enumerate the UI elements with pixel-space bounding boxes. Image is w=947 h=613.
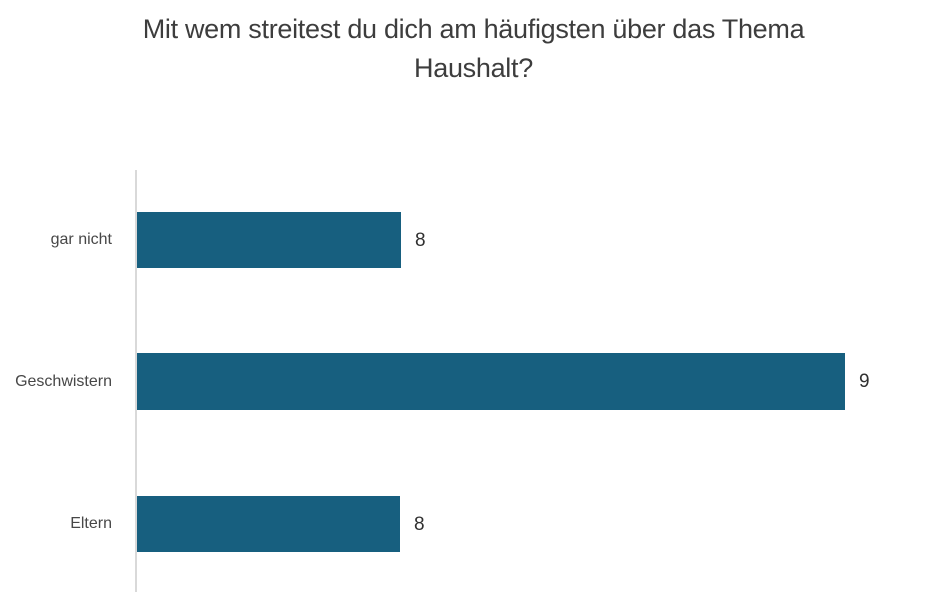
chart-title: Mit wem streitest du dich am häufigsten … bbox=[0, 10, 947, 88]
chart-title-line2: Haushalt? bbox=[414, 53, 533, 83]
value-label-gar-nicht: 8 bbox=[415, 229, 426, 251]
y-axis-line bbox=[135, 170, 137, 592]
category-label-gar-nicht: gar nicht bbox=[50, 231, 112, 248]
bar-row-geschwistern: Geschwistern 9 bbox=[0, 353, 947, 410]
value-label-eltern: 8 bbox=[414, 513, 425, 535]
category-label-eltern: Eltern bbox=[70, 515, 112, 532]
category-label-geschwistern: Geschwistern bbox=[15, 372, 112, 390]
bar-geschwistern bbox=[137, 353, 845, 410]
bar-row-eltern: Eltern 8 bbox=[0, 496, 947, 552]
value-label-geschwistern: 9 bbox=[859, 371, 870, 392]
chart-title-line1: Mit wem streitest du dich am häufigsten … bbox=[142, 14, 805, 44]
bar-eltern bbox=[137, 496, 400, 552]
bar-row-gar-nicht: gar nicht 8 bbox=[0, 212, 947, 268]
bar-gar-nicht bbox=[137, 212, 401, 268]
